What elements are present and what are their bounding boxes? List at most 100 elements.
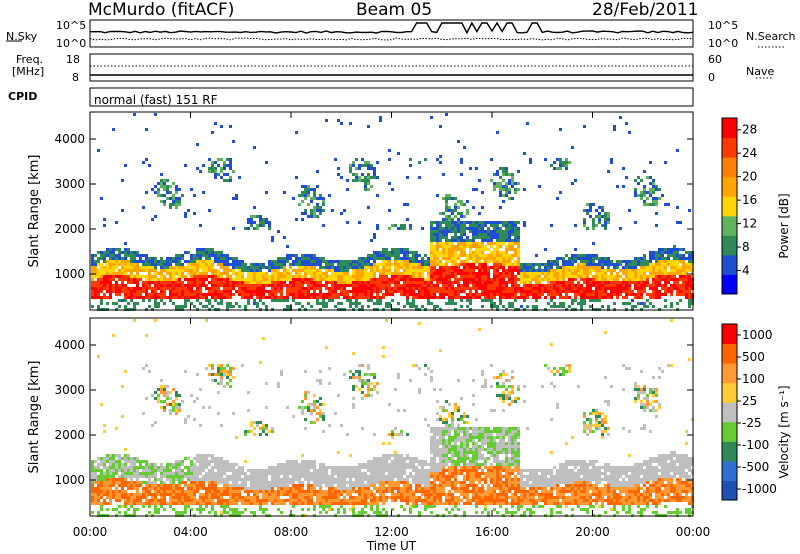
echo-cell [247, 487, 250, 490]
echo-cell [127, 248, 130, 251]
echo-cell [208, 502, 211, 505]
echo-cell [298, 275, 301, 278]
echo-cell [481, 293, 484, 296]
echo-cell [316, 299, 319, 302]
echo-cell [175, 272, 178, 275]
echo-cell [493, 275, 496, 278]
echo-cell [157, 490, 160, 493]
echo-cell [394, 260, 397, 263]
echo-cell [232, 376, 235, 379]
echo-cell [415, 305, 418, 308]
echo-cell [499, 206, 502, 209]
echo-cell [604, 224, 607, 227]
echo-cell [478, 266, 481, 269]
echo-cell [574, 248, 577, 251]
echo-cell [358, 257, 361, 260]
echo-cell [361, 179, 364, 182]
echo-cell [181, 460, 184, 463]
echo-cell [145, 364, 148, 367]
echo-cell [271, 481, 274, 484]
echo-cell [247, 391, 250, 394]
echo-cell [424, 278, 427, 281]
echo-cell [202, 487, 205, 490]
echo-cell [466, 275, 469, 278]
echo-cell [172, 493, 175, 496]
echo-cell [163, 508, 166, 511]
echo-cell [652, 188, 655, 191]
echo-cell [436, 305, 439, 308]
echo-cell [487, 269, 490, 272]
echo-cell [253, 206, 256, 209]
echo-cell [97, 484, 100, 487]
echo-cell [103, 499, 106, 502]
echo-cell [187, 284, 190, 287]
echo-cell [154, 185, 157, 188]
echo-cell [247, 430, 250, 433]
echo-cell [100, 475, 103, 478]
echo-cell [256, 269, 259, 272]
echo-cell [217, 481, 220, 484]
echo-cell [196, 287, 199, 290]
echo-cell [208, 302, 211, 305]
echo-cell [592, 254, 595, 257]
echo-cell [184, 260, 187, 263]
echo-cell [220, 299, 223, 302]
echo-cell [550, 284, 553, 287]
echo-cell [241, 502, 244, 505]
echo-cell [277, 463, 280, 466]
echo-cell [229, 463, 232, 466]
echo-cell [523, 221, 526, 224]
echo-cell [97, 260, 100, 263]
echo-cell [667, 248, 670, 251]
echo-cell [466, 200, 469, 203]
echo-cell [283, 281, 286, 284]
echo-cell [127, 454, 130, 457]
echo-cell [334, 275, 337, 278]
echo-cell [586, 278, 589, 281]
echo-cell [451, 269, 454, 272]
echo-cell [310, 254, 313, 257]
echo-cell [286, 305, 289, 308]
echo-cell [610, 287, 613, 290]
echo-cell [598, 290, 601, 293]
echo-cell [277, 299, 280, 302]
echo-cell [235, 436, 238, 439]
echo-cell [244, 278, 247, 281]
echo-cell [190, 499, 193, 502]
echo-cell [433, 287, 436, 290]
echo-cell [163, 194, 166, 197]
echo-cell [493, 257, 496, 260]
echo-cell [229, 493, 232, 496]
echo-cell [241, 263, 244, 266]
echo-cell [595, 215, 598, 218]
echo-cell [574, 290, 577, 293]
echo-cell [361, 158, 364, 161]
echo-cell [331, 281, 334, 284]
echo-cell [232, 272, 235, 275]
echo-cell [370, 239, 373, 242]
echo-cell [163, 385, 166, 388]
echo-cell [130, 290, 133, 293]
echo-cell [292, 284, 295, 287]
echo-cell [451, 230, 454, 233]
echo-cell [367, 188, 370, 191]
echo-cell [259, 266, 262, 269]
echo-cell [187, 293, 190, 296]
echo-cell [181, 266, 184, 269]
echo-cell [190, 296, 193, 299]
echo-cell [220, 466, 223, 469]
echo-cell [601, 266, 604, 269]
echo-cell [598, 257, 601, 260]
echo-cell [370, 287, 373, 290]
echo-cell [169, 185, 172, 188]
echo-cell [400, 260, 403, 263]
echo-cell [136, 278, 139, 281]
echo-cell [178, 511, 181, 514]
echo-cell [604, 287, 607, 290]
echo-cell [163, 409, 166, 412]
echo-cell [151, 281, 154, 284]
echo-cell [175, 478, 178, 481]
echo-cell [121, 263, 124, 266]
echo-cell [259, 469, 262, 472]
echo-cell [325, 266, 328, 269]
